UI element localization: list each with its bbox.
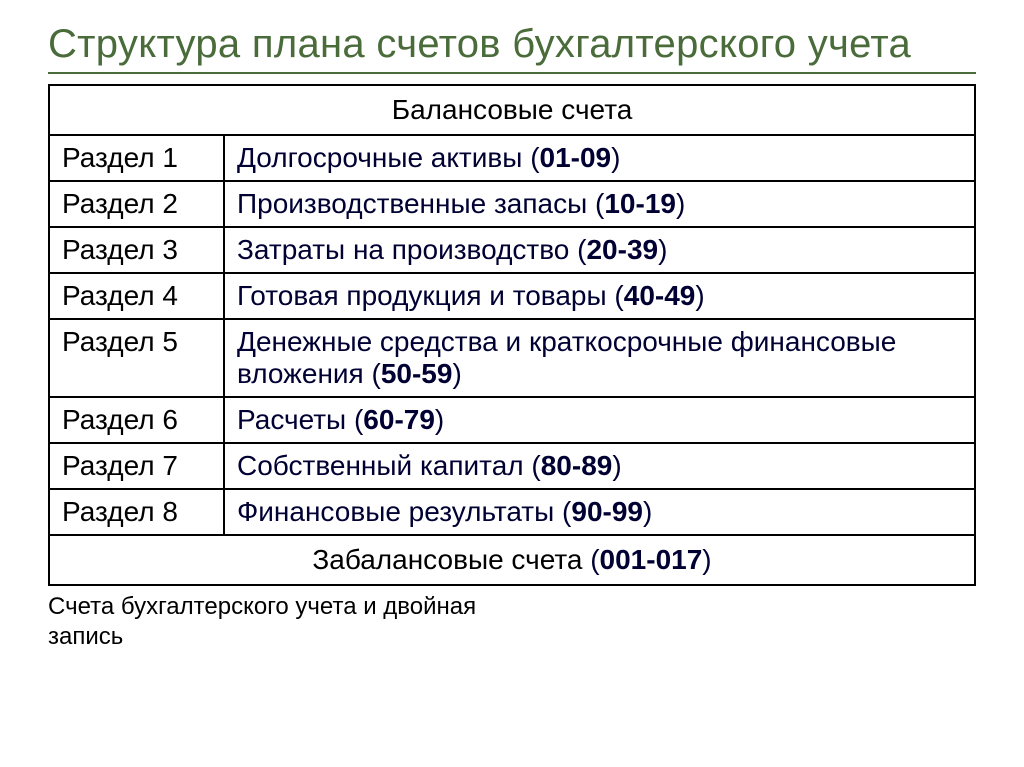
desc-text: Расчеты [237,404,354,435]
range: 60-79 [363,404,435,435]
section-desc: Производственные запасы (10-19) [224,181,975,227]
table-row: Раздел 4 Готовая продукция и товары (40-… [49,273,975,319]
paren-open: ( [531,450,540,481]
table-row: Раздел 1 Долгосрочные активы (01-09) [49,135,975,181]
footer-paren-close: ) [702,544,711,575]
section-desc: Долгосрочные активы (01-09) [224,135,975,181]
range: 80-89 [541,450,613,481]
slide-caption: Счета бухгалтерского учета и двойная зап… [48,592,976,652]
caption-line-1: Счета бухгалтерского учета и двойная [48,593,476,620]
paren-close: ) [452,358,461,389]
paren-open: ( [614,280,623,311]
table-row: Раздел 8 Финансовые результаты (90-99) [49,489,975,535]
balance-accounts-header: Балансовые счета [49,85,975,135]
table-header-row: Балансовые счета [49,85,975,135]
table-row: Раздел 6 Расчеты (60-79) [49,397,975,443]
desc-text: Финансовые результаты [237,496,562,527]
range: 10-19 [604,188,676,219]
paren-open: ( [562,496,571,527]
table-row: Раздел 2 Производственные запасы (10-19) [49,181,975,227]
range: 01-09 [540,142,612,173]
paren-close: ) [695,280,704,311]
paren-open: ( [372,358,381,389]
section-label: Раздел 7 [49,443,224,489]
footer-paren-open: ( [590,544,599,575]
desc-text: Готовая продукция и товары [237,280,614,311]
desc-text: Долгосрочные активы [237,142,530,173]
caption-line-2: запись [48,623,123,650]
paren-close: ) [611,142,620,173]
paren-open: ( [530,142,539,173]
paren-open: ( [354,404,363,435]
slide-title: Структура плана счетов бухгалтерского уч… [48,22,976,74]
section-label: Раздел 8 [49,489,224,535]
desc-text: Затраты на производство [237,234,577,265]
section-desc: Затраты на производство (20-39) [224,227,975,273]
paren-close: ) [643,496,652,527]
table-row: Раздел 3 Затраты на производство (20-39) [49,227,975,273]
footer-text: Забалансовые счета [312,544,590,575]
section-desc: Расчеты (60-79) [224,397,975,443]
range: 40-49 [624,280,696,311]
paren-close: ) [435,404,444,435]
range: 20-39 [586,234,658,265]
paren-close: ) [658,234,667,265]
section-desc: Готовая продукция и товары (40-49) [224,273,975,319]
table-row: Раздел 5 Денежные средства и краткосрочн… [49,319,975,397]
range: 50-59 [381,358,453,389]
range: 90-99 [571,496,643,527]
desc-text: Производственные запасы [237,188,595,219]
section-desc: Собственный капитал (80-89) [224,443,975,489]
paren-open: ( [595,188,604,219]
desc-text: Собственный капитал [237,450,531,481]
table-row: Раздел 7 Собственный капитал (80-89) [49,443,975,489]
footer-range: 001-017 [600,544,703,575]
section-label: Раздел 1 [49,135,224,181]
table-footer-row: Забалансовые счета (001-017) [49,535,975,585]
section-desc: Денежные средства и краткосрочные финанс… [224,319,975,397]
accounts-table: Балансовые счета Раздел 1 Долгосрочные а… [48,84,976,586]
section-label: Раздел 6 [49,397,224,443]
section-desc: Финансовые результаты (90-99) [224,489,975,535]
offbalance-footer: Забалансовые счета (001-017) [49,535,975,585]
desc-text: Денежные средства и краткосрочные финанс… [237,326,896,389]
paren-close: ) [676,188,685,219]
paren-close: ) [612,450,621,481]
section-label: Раздел 3 [49,227,224,273]
section-label: Раздел 4 [49,273,224,319]
section-label: Раздел 5 [49,319,224,397]
section-label: Раздел 2 [49,181,224,227]
